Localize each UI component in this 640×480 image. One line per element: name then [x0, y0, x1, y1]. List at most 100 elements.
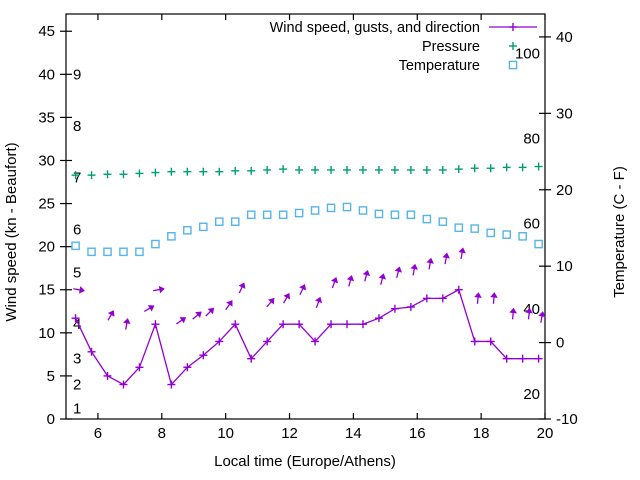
- gust-arrow: [283, 293, 291, 304]
- legend-key-square: [508, 60, 518, 70]
- legend-key-plus: [509, 42, 517, 50]
- temperature-point: [486, 228, 496, 238]
- gust-arrow: [238, 282, 246, 294]
- pressure-point: [279, 165, 288, 174]
- pressure-point: [183, 167, 192, 176]
- wind-speed-point: [199, 351, 208, 360]
- beaufort-label: 8: [73, 118, 81, 135]
- wind-speed-point: [71, 314, 80, 323]
- pressure-point: [358, 165, 367, 174]
- y-axis-title: Wind speed (kn - Beaufort): [3, 142, 20, 321]
- temperature-point: [310, 206, 320, 215]
- gust-arrow: [192, 311, 202, 320]
- wind-speed-point: [167, 380, 176, 389]
- y-tick-label: 10: [38, 325, 55, 342]
- x-tick-label: 14: [345, 425, 362, 442]
- y-tick-label: 15: [38, 282, 55, 299]
- y2-tick-label: 20: [556, 182, 573, 199]
- temperature-point: [262, 210, 272, 220]
- pressure-point: [502, 163, 511, 172]
- pressure-point: [311, 165, 320, 174]
- pressure-point: [167, 167, 176, 176]
- gust-arrow: [123, 318, 131, 330]
- beaufort-label: 1: [73, 401, 81, 418]
- temperature-point: [230, 217, 240, 226]
- wind-speed-point: [279, 320, 288, 329]
- fahrenheit-scale-labels: 20 40 60 80 100: [515, 46, 540, 403]
- gust-arrows: [73, 247, 546, 330]
- gust-arrow: [410, 263, 418, 276]
- wind-speed-point: [534, 354, 543, 363]
- gust-arrow: [394, 266, 402, 278]
- gust-arrow: [525, 307, 533, 320]
- y-tick-label: 5: [47, 368, 55, 385]
- wind-speed-point: [518, 354, 527, 363]
- pressure-point: [103, 170, 112, 179]
- pressure-point: [247, 166, 256, 175]
- gust-arrow: [299, 284, 307, 296]
- pressure-point: [151, 168, 160, 177]
- wind-speed-line: [74, 288, 539, 386]
- x-axis-title: Local time (Europe/Athens): [214, 453, 396, 470]
- pressure-point: [343, 165, 352, 174]
- temperature-point: [422, 214, 432, 224]
- wind-speed-point: [119, 380, 128, 389]
- wind-speed-point: [422, 294, 431, 303]
- temperature-point: [518, 232, 527, 241]
- wind-series: [71, 285, 543, 389]
- pressure-point: [87, 171, 96, 180]
- wind-speed-point: [343, 320, 352, 329]
- temperature-point: [326, 203, 336, 213]
- wind-speed-point: [135, 363, 144, 372]
- beaufort-scale-labels: 1 2 3 4 5 6 7 8 9: [73, 66, 81, 417]
- gust-arrow: [153, 285, 165, 294]
- beaufort-label: 5: [73, 265, 81, 282]
- gust-arrow: [107, 310, 115, 321]
- beaufort-label: 3: [73, 351, 81, 368]
- fahrenheit-label: 20: [523, 386, 540, 403]
- fahrenheit-label: 100: [515, 46, 540, 63]
- gust-arrow: [73, 286, 85, 294]
- gust-arrow: [442, 252, 450, 265]
- wind-speed-point: [374, 314, 383, 323]
- pressure-point: [119, 170, 128, 179]
- pressure-point: [470, 164, 479, 173]
- beaufort-label: 2: [73, 377, 81, 394]
- wind-speed-point: [327, 320, 336, 329]
- gust-arrow: [225, 300, 233, 311]
- pressure-point: [231, 166, 240, 175]
- pressure-point: [295, 165, 304, 174]
- gust-arrow: [458, 247, 466, 260]
- wind-speed-point: [502, 354, 511, 363]
- pressure-point: [486, 164, 495, 173]
- pressure-point: [438, 165, 447, 174]
- x-tick-label: 18: [473, 425, 490, 442]
- y2-tick-label: -10: [556, 411, 578, 428]
- y2-tick-label: 0: [556, 335, 564, 352]
- pressure-point: [71, 171, 80, 180]
- gust-arrow: [176, 317, 187, 325]
- y-tick-label: 40: [38, 66, 55, 83]
- temperature-point: [71, 241, 80, 251]
- pressure-series: [71, 162, 543, 180]
- temperature-point: [151, 239, 160, 249]
- temperature-point: [374, 209, 384, 219]
- wind-speed-point: [454, 285, 463, 294]
- y-tick-label: 35: [38, 109, 55, 126]
- wind-speed-point: [486, 337, 495, 346]
- gust-arrow: [490, 292, 498, 304]
- y-tick-label: 45: [38, 23, 55, 40]
- pressure-point: [263, 165, 272, 174]
- pressure-point: [215, 167, 224, 176]
- temperature-series: [71, 202, 543, 257]
- y-axis-ticks: 0 5 10 15 20 25 30 35 40 45: [38, 23, 72, 428]
- legend-label: Temperature: [399, 58, 480, 74]
- chart-legend: Wind speed, gusts, and direction Pressure…: [270, 20, 537, 74]
- legend-label: Pressure: [422, 39, 480, 55]
- x-axis-ticks: 6 8 10 12 14 16 18 20: [94, 14, 553, 442]
- gust-arrow: [362, 269, 371, 282]
- wind-speed-point: [311, 337, 320, 346]
